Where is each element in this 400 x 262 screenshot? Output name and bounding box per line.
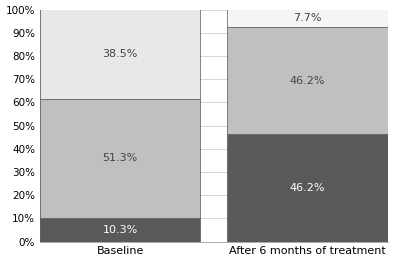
Text: 38.5%: 38.5% bbox=[102, 49, 138, 59]
Text: 10.3%: 10.3% bbox=[102, 225, 138, 235]
Bar bbox=[227, 134, 388, 242]
Text: 51.3%: 51.3% bbox=[102, 153, 138, 163]
Bar bbox=[40, 99, 200, 218]
Text: 46.2%: 46.2% bbox=[290, 76, 325, 86]
Bar bbox=[40, 218, 200, 242]
Bar bbox=[227, 9, 388, 27]
Text: 46.2%: 46.2% bbox=[290, 183, 325, 193]
Bar bbox=[40, 9, 200, 99]
Text: 7.7%: 7.7% bbox=[293, 13, 322, 23]
Bar bbox=[227, 27, 388, 134]
